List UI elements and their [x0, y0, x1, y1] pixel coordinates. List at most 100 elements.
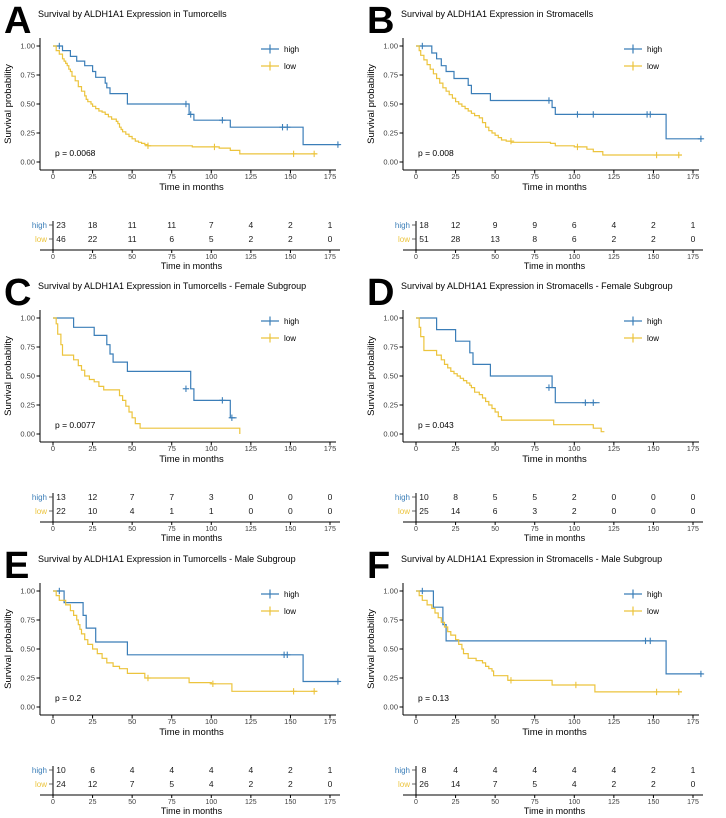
risk-count: 18: [88, 220, 98, 230]
x-tick-label: 150: [284, 717, 297, 726]
risk-count: 2: [651, 765, 656, 775]
risk-count: 0: [288, 506, 293, 516]
x-tick-label: 0: [414, 717, 418, 726]
p-value-label: p = 0.008: [418, 148, 454, 158]
risk-x-tick-label: 0: [51, 526, 55, 533]
x-tick-label: 100: [568, 172, 581, 181]
risk-x-tick-label: 25: [89, 526, 97, 533]
risk-x-tick-label: 125: [608, 254, 620, 261]
survival-curve-high: [53, 45, 340, 146]
x-tick-label: 100: [568, 717, 581, 726]
x-tick-label: 150: [284, 444, 297, 453]
risk-row-label-low: low: [35, 780, 47, 789]
risk-table: high 10 8 5 5 2 0 0 0 low 25 14 6 3 2 0 0 0 0 25 50 75 100 125 1…: [395, 492, 703, 543]
risk-x-tick-label: 175: [687, 526, 699, 533]
risk-x-tick-label: 50: [491, 254, 499, 261]
risk-x-axis-title: Time in months: [524, 261, 586, 271]
legend-label-low: low: [284, 334, 296, 343]
risk-count: 12: [451, 220, 461, 230]
y-tick-label: 0.75: [20, 343, 35, 352]
survival-curve-low: [416, 45, 682, 156]
risk-x-tick-label: 100: [568, 799, 580, 806]
risk-x-tick-label: 75: [531, 799, 539, 806]
risk-x-tick-label: 175: [687, 254, 699, 261]
risk-x-tick-label: 50: [128, 799, 136, 806]
risk-count: 46: [56, 234, 66, 244]
risk-count: 7: [130, 492, 135, 502]
x-tick-label: 125: [608, 717, 621, 726]
x-tick-label: 150: [284, 172, 297, 181]
x-tick-label: 0: [414, 172, 418, 181]
risk-count: 12: [88, 779, 98, 789]
risk-x-tick-label: 150: [648, 526, 660, 533]
risk-count: 3: [532, 506, 537, 516]
x-tick-label: 75: [531, 172, 539, 181]
risk-count: 51: [419, 234, 429, 244]
risk-x-tick-label: 100: [568, 254, 580, 261]
x-axis-title: Time in months: [522, 182, 587, 193]
legend-label-high: high: [284, 317, 299, 326]
risk-count: 0: [691, 506, 696, 516]
risk-count: 23: [56, 220, 66, 230]
km-panel-a: A Survival by ALDH1A1 Expression in Tumo…: [0, 0, 363, 272]
risk-x-tick-label: 175: [324, 254, 336, 261]
legend-label-high: high: [647, 317, 662, 326]
x-tick-label: 175: [687, 172, 700, 181]
risk-x-axis-title: Time in months: [161, 261, 223, 271]
risk-count: 2: [288, 234, 293, 244]
x-tick-label: 125: [608, 172, 621, 181]
x-tick-label: 75: [531, 717, 539, 726]
risk-x-tick-label: 0: [51, 254, 55, 261]
x-tick-label: 125: [245, 444, 258, 453]
x-axis-title: Time in months: [159, 182, 224, 193]
risk-count: 2: [288, 779, 293, 789]
panel-letter: F: [367, 545, 390, 587]
x-tick-label: 25: [451, 172, 459, 181]
y-tick-label: 0.25: [20, 401, 35, 410]
x-axis-title: Time in months: [159, 454, 224, 465]
risk-count: 5: [532, 492, 537, 502]
legend-label-low: low: [647, 334, 659, 343]
y-tick-label: 0.00: [383, 158, 398, 167]
x-tick-label: 25: [88, 717, 96, 726]
y-tick-label: 0.00: [20, 430, 35, 439]
risk-count: 4: [572, 765, 577, 775]
plot-area: 0 25 50 75 100 125 150 1750.000.250.500.751.00T…: [3, 310, 340, 543]
x-tick-label: 50: [491, 444, 499, 453]
y-tick-label: 0.00: [20, 158, 35, 167]
risk-count: 4: [532, 765, 537, 775]
risk-count: 22: [56, 506, 66, 516]
risk-count: 5: [169, 779, 174, 789]
risk-x-tick-label: 25: [452, 254, 460, 261]
risk-table: high 18 12 9 9 6 4 2 1 low 51 28 13 8 6 2 2 0 0 25 50 75 100 12…: [395, 220, 703, 271]
y-axis-title: Survival probability: [366, 64, 377, 144]
y-tick-label: 1.00: [20, 314, 35, 323]
plot-area: 0 25 50 75 100 125 150 1750.000.250.500.751.00T…: [3, 583, 342, 816]
risk-x-tick-label: 75: [168, 254, 176, 261]
risk-x-tick-label: 100: [205, 526, 217, 533]
risk-count: 8: [532, 234, 537, 244]
risk-count: 1: [691, 220, 696, 230]
risk-count: 0: [691, 779, 696, 789]
risk-count: 4: [493, 765, 498, 775]
x-tick-label: 100: [568, 444, 581, 453]
risk-row-label-high: high: [32, 221, 47, 230]
risk-count: 2: [288, 765, 293, 775]
panel-title: Survival by ALDH1A1 Expression in Stroma…: [401, 9, 594, 19]
x-tick-label: 75: [168, 717, 176, 726]
risk-x-tick-label: 100: [205, 799, 217, 806]
risk-x-tick-label: 150: [285, 254, 297, 261]
risk-count: 11: [128, 220, 137, 230]
p-value-label: p = 0.0068: [55, 148, 96, 158]
risk-x-tick-label: 175: [324, 526, 336, 533]
risk-count: 0: [691, 234, 696, 244]
survival-curve-high: [53, 317, 237, 419]
y-tick-label: 0.25: [383, 129, 398, 138]
risk-count: 11: [167, 220, 176, 230]
risk-count: 14: [451, 506, 461, 516]
risk-x-tick-label: 0: [51, 799, 55, 806]
y-tick-label: 0.25: [20, 129, 35, 138]
y-tick-label: 1.00: [383, 42, 398, 51]
